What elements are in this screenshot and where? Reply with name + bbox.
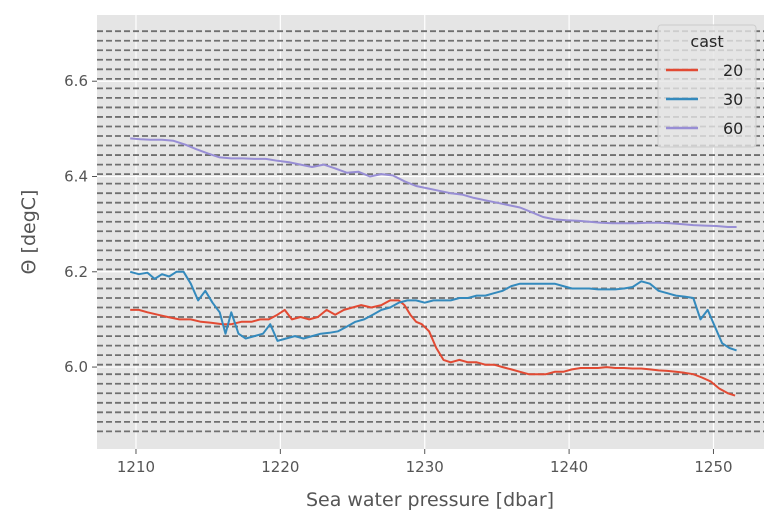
y-tick-label: 6.6 xyxy=(64,72,88,90)
x-axis-ticks: 1210 1220 1230 1240 1250 xyxy=(117,449,733,476)
dashed-reference-lines xyxy=(97,30,764,433)
x-tick-label: 1250 xyxy=(694,458,732,476)
x-tick-label: 1240 xyxy=(550,458,588,476)
legend-label-20: 20 xyxy=(723,61,743,80)
y-tick-label: 6.4 xyxy=(64,167,88,185)
series-line-30 xyxy=(129,270,737,352)
legend-label-60: 60 xyxy=(723,119,743,138)
x-tick-label: 1220 xyxy=(261,458,299,476)
y-tick-label: 6.0 xyxy=(64,358,88,376)
y-axis-ticks: 6.0 6.2 6.4 6.6 xyxy=(64,72,97,376)
series-lines xyxy=(129,137,737,397)
y-axis-label: Θ [degC] xyxy=(18,190,40,275)
legend-title: cast xyxy=(690,32,723,51)
x-tick-label: 1210 xyxy=(117,458,155,476)
legend-label-30: 30 xyxy=(723,90,743,109)
x-tick-label: 1230 xyxy=(406,458,444,476)
y-tick-label: 6.2 xyxy=(64,263,88,281)
x-axis-label: Sea water pressure [dbar] xyxy=(306,489,554,511)
series-line-60 xyxy=(130,137,737,228)
legend-box xyxy=(657,24,757,148)
legend: cast 20 30 60 xyxy=(657,24,757,148)
series-line-20 xyxy=(130,299,736,397)
